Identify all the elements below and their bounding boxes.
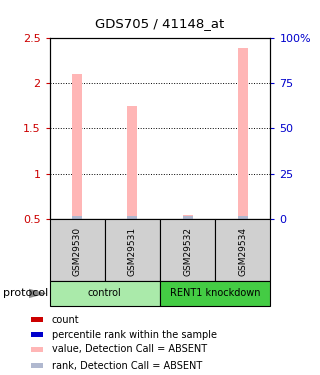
Text: rank, Detection Call = ABSENT: rank, Detection Call = ABSENT	[52, 360, 202, 370]
Bar	[72, 216, 82, 219]
Text: GDS705 / 41148_at: GDS705 / 41148_at	[95, 17, 225, 30]
Bar	[238, 216, 248, 219]
Bar	[215, 219, 270, 281]
Text: GSM29531: GSM29531	[128, 227, 137, 276]
Text: GSM29534: GSM29534	[238, 227, 247, 276]
Bar	[31, 347, 43, 352]
Bar	[50, 281, 160, 306]
Text: value, Detection Call = ABSENT: value, Detection Call = ABSENT	[52, 344, 207, 354]
Bar	[127, 216, 137, 219]
Bar	[31, 332, 43, 337]
Text: percentile rank within the sample: percentile rank within the sample	[52, 330, 217, 339]
Text: GSM29532: GSM29532	[183, 227, 192, 276]
Bar	[238, 48, 248, 219]
Bar	[160, 281, 270, 306]
Text: RENT1 knockdown: RENT1 knockdown	[170, 288, 260, 298]
Bar	[160, 219, 215, 281]
Text: GSM29530: GSM29530	[73, 227, 82, 276]
Bar	[50, 219, 105, 281]
Bar	[31, 317, 43, 322]
Text: control: control	[88, 288, 122, 298]
Bar	[31, 363, 43, 368]
Text: count: count	[52, 315, 79, 325]
Bar	[127, 106, 137, 219]
Bar	[72, 74, 82, 219]
Bar	[183, 215, 193, 219]
Bar	[183, 216, 193, 219]
Bar	[105, 219, 160, 281]
Text: protocol: protocol	[3, 288, 48, 298]
Polygon shape	[29, 289, 46, 298]
